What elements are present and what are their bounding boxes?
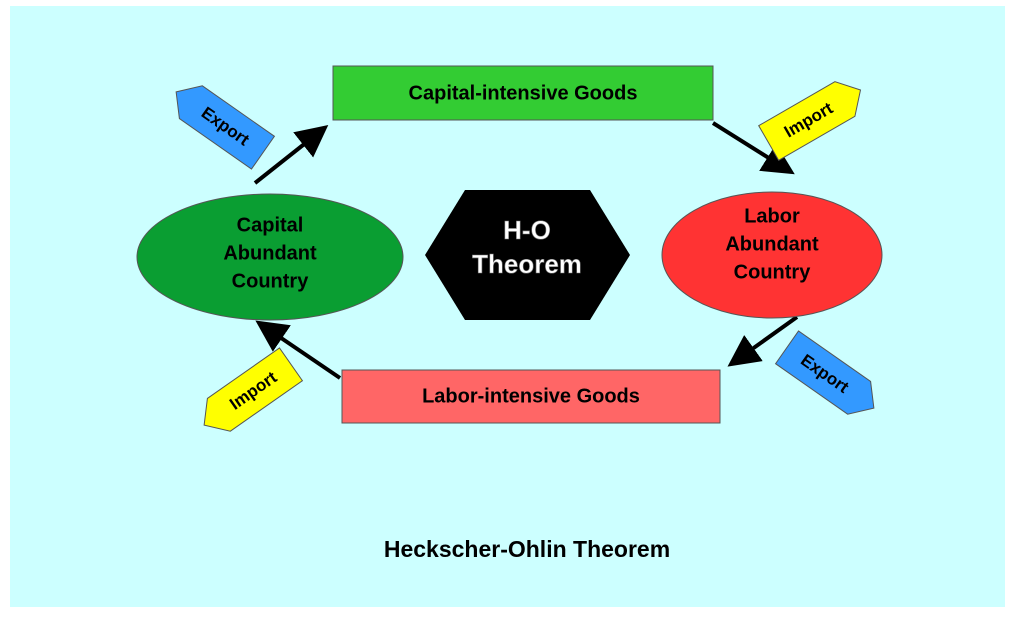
center-label: H-O bbox=[503, 215, 551, 245]
country-ellipse bbox=[661, 191, 883, 319]
center-label: Theorem bbox=[472, 249, 582, 279]
arrows bbox=[253, 121, 799, 380]
caption: Heckscher-Ohlin Theorem bbox=[384, 536, 670, 562]
country-ellipse bbox=[136, 193, 404, 321]
country-label: Country bbox=[734, 261, 812, 283]
country-label: Country bbox=[232, 270, 310, 292]
country-label: Capital bbox=[237, 214, 304, 236]
goods-label: Capital-intensive Goods bbox=[409, 82, 638, 104]
country-label: Abundant bbox=[223, 242, 317, 264]
goods-box bbox=[341, 369, 721, 424]
goods-box bbox=[332, 65, 714, 121]
arrow bbox=[711, 121, 795, 175]
country-label: Abundant bbox=[725, 233, 819, 255]
country-label: Labor bbox=[744, 205, 800, 227]
arrow bbox=[727, 315, 799, 367]
arrow bbox=[255, 320, 342, 380]
arrow bbox=[253, 125, 329, 185]
goods-label: Labor-intensive Goods bbox=[422, 385, 640, 407]
center-hexagon bbox=[425, 190, 630, 320]
